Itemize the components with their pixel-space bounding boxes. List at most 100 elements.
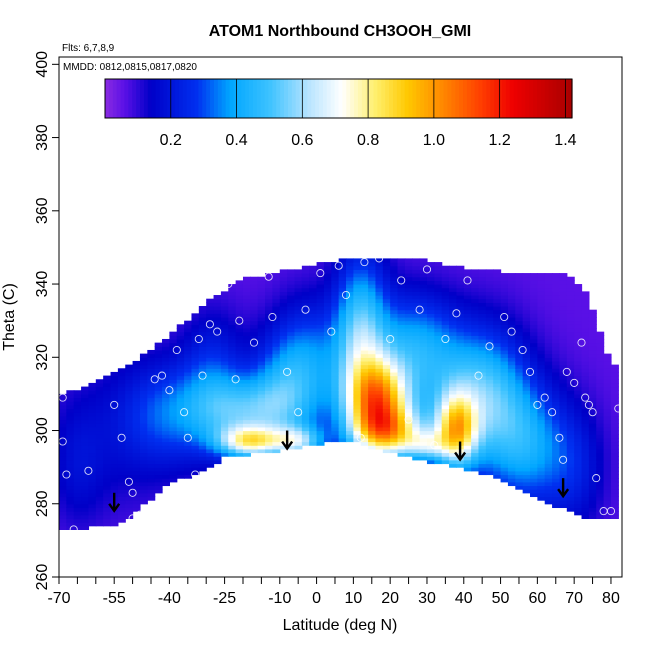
heatmap-cell bbox=[176, 353, 185, 358]
heatmap-cell bbox=[530, 324, 538, 329]
y-tick-label: 260 bbox=[34, 564, 51, 591]
heatmap-cell bbox=[110, 448, 119, 454]
heatmap-cell bbox=[81, 397, 90, 402]
heatmap-cell bbox=[493, 346, 502, 351]
heatmap-cell bbox=[610, 507, 619, 512]
heatmap-cell bbox=[588, 489, 597, 494]
heatmap-cell bbox=[412, 357, 421, 362]
heatmap-cell bbox=[88, 467, 97, 472]
heatmap-cell bbox=[581, 298, 590, 303]
heatmap-cell bbox=[331, 401, 340, 406]
heatmap-cell bbox=[412, 353, 421, 358]
heatmap-cell bbox=[588, 459, 597, 465]
heatmap-cell bbox=[117, 511, 126, 516]
heatmap-cell bbox=[147, 353, 156, 358]
heatmap-cell bbox=[559, 445, 568, 450]
heatmap-cell bbox=[390, 265, 399, 270]
heatmap-cell bbox=[419, 419, 428, 424]
heatmap-cell bbox=[250, 306, 259, 311]
heatmap-cell bbox=[610, 489, 619, 494]
heatmap-cell bbox=[463, 423, 472, 428]
heatmap-cell bbox=[279, 360, 288, 366]
heatmap-cell bbox=[323, 437, 332, 443]
heatmap-cell bbox=[441, 401, 450, 406]
heatmap-cell bbox=[184, 456, 193, 461]
heatmap-cell bbox=[544, 441, 553, 446]
heatmap-cell bbox=[441, 364, 450, 369]
heatmap-cell bbox=[544, 371, 553, 377]
heatmap-cell bbox=[250, 317, 259, 322]
heatmap-cell bbox=[566, 408, 575, 413]
heatmap-cell bbox=[331, 309, 340, 314]
heatmap-cell bbox=[110, 393, 119, 399]
heatmap-cell bbox=[103, 518, 112, 523]
heatmap-cell bbox=[478, 470, 487, 476]
heatmap-cell bbox=[191, 415, 200, 421]
colorbar-swatch bbox=[369, 79, 375, 118]
heatmap-cell bbox=[88, 500, 97, 505]
heatmap-cell bbox=[493, 434, 502, 439]
heatmap-cell bbox=[272, 331, 281, 336]
heatmap-cell bbox=[169, 357, 178, 362]
heatmap-cell bbox=[250, 338, 259, 344]
heatmap-cell bbox=[485, 382, 494, 388]
heatmap-cell bbox=[132, 445, 141, 450]
heatmap-cell bbox=[449, 324, 458, 329]
heatmap-cell bbox=[169, 459, 178, 465]
heatmap-cell bbox=[559, 313, 568, 318]
heatmap-cell bbox=[500, 324, 509, 329]
heatmap-cell bbox=[390, 441, 399, 446]
heatmap-cell bbox=[426, 287, 435, 292]
heatmap-cell bbox=[537, 357, 546, 362]
heatmap-cell bbox=[242, 298, 251, 303]
heatmap-cell bbox=[360, 415, 369, 421]
heatmap-cell bbox=[552, 430, 561, 435]
heatmap-cell bbox=[368, 346, 377, 351]
heatmap-cell bbox=[588, 320, 597, 325]
heatmap-cell bbox=[404, 423, 413, 428]
heatmap-cell bbox=[213, 371, 222, 377]
heatmap-cell bbox=[515, 360, 524, 366]
heatmap-cell bbox=[338, 324, 347, 329]
heatmap-cell bbox=[162, 382, 170, 388]
heatmap-cell bbox=[397, 445, 406, 450]
heatmap-cell bbox=[198, 441, 207, 446]
heatmap-cell bbox=[213, 349, 222, 355]
heatmap-cell bbox=[588, 441, 597, 446]
heatmap-cell bbox=[507, 412, 516, 417]
heatmap-cell bbox=[279, 320, 288, 325]
heatmap-cell bbox=[397, 437, 406, 443]
heatmap-cell bbox=[434, 448, 443, 454]
heatmap-cell bbox=[81, 478, 90, 483]
heatmap-cell bbox=[162, 357, 170, 362]
heatmap-cell bbox=[478, 313, 487, 318]
y-tick-label: 300 bbox=[34, 417, 51, 444]
heatmap-cell bbox=[287, 313, 296, 318]
heatmap-cell bbox=[412, 448, 421, 454]
heatmap-cell bbox=[574, 489, 583, 494]
heatmap-cell bbox=[265, 324, 274, 329]
heatmap-cell bbox=[559, 284, 568, 289]
heatmap-cell bbox=[265, 309, 274, 314]
heatmap-cell bbox=[147, 419, 156, 424]
heatmap-cell bbox=[382, 295, 391, 300]
heatmap-cell bbox=[323, 390, 332, 395]
heatmap-cell bbox=[73, 445, 82, 450]
heatmap-cell bbox=[309, 298, 318, 303]
heatmap-cell bbox=[66, 478, 75, 483]
heatmap-cell bbox=[169, 390, 178, 395]
heatmap-cell bbox=[228, 298, 237, 303]
heatmap-cell bbox=[368, 291, 377, 296]
heatmap-cell bbox=[434, 276, 443, 281]
observation-point bbox=[356, 433, 365, 442]
heatmap-cell bbox=[419, 441, 428, 446]
heatmap-cell bbox=[154, 342, 163, 347]
heatmap-cell bbox=[228, 423, 237, 428]
heatmap-cell bbox=[125, 430, 134, 435]
colorbar-swatch bbox=[459, 79, 464, 118]
observation-point bbox=[404, 415, 413, 424]
heatmap-cell bbox=[353, 295, 362, 300]
heatmap-cell bbox=[419, 258, 428, 263]
heatmap-cell bbox=[316, 368, 325, 373]
heatmap-cell bbox=[397, 291, 406, 296]
